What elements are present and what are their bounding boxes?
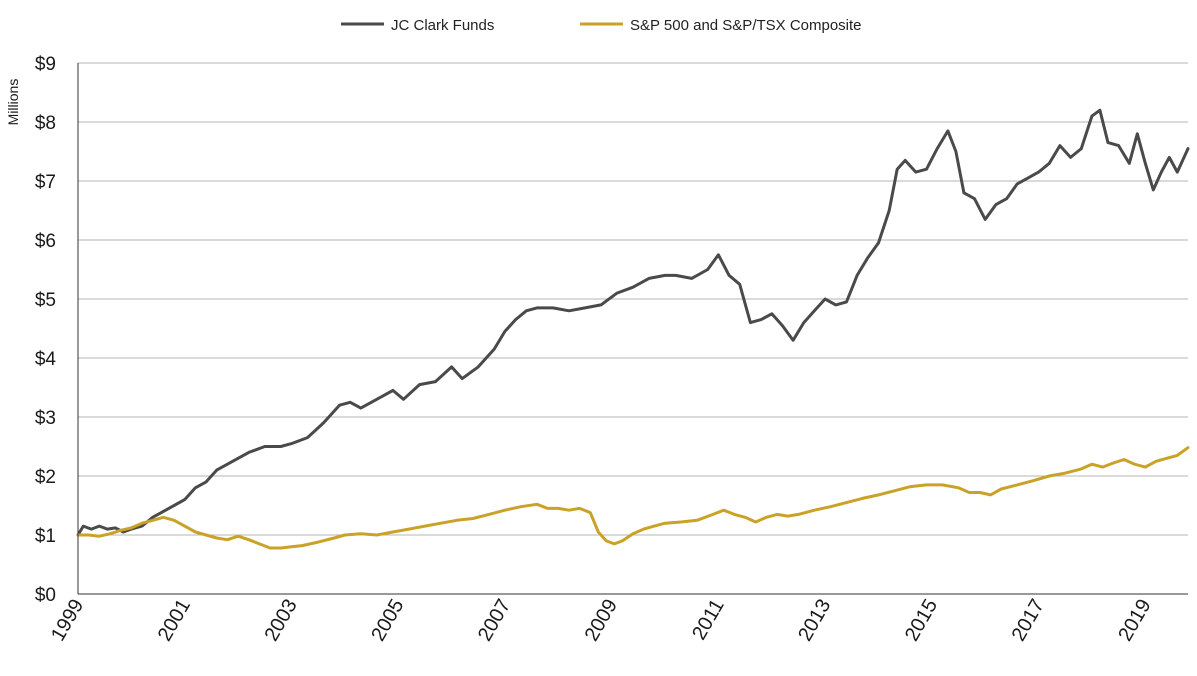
- y-axis-label: Millions: [5, 79, 21, 126]
- y-tick-label: $4: [35, 349, 57, 370]
- series-line-1: [76, 446, 1190, 550]
- x-tick-label: 2005: [367, 596, 408, 646]
- y-axis-ticks: $0 $1 $2 $3 $4 $5 $6 $7 $8 $9: [35, 54, 57, 606]
- axes: [77, 63, 1188, 595]
- y-tick-label: $5: [35, 290, 56, 311]
- y-tick-label: $3: [35, 408, 56, 429]
- y-tick-label: $6: [35, 231, 56, 252]
- series-layer: [76, 108, 1190, 550]
- y-tick-label: $8: [35, 113, 56, 134]
- legend-label-jc-clark-funds: JC Clark Funds: [391, 17, 494, 34]
- x-tick-label: 2011: [688, 596, 729, 644]
- y-tick-label: $9: [35, 54, 56, 75]
- x-tick-label: 2019: [1114, 596, 1155, 646]
- x-tick-label: 2015: [901, 596, 942, 646]
- y-tick-label: $7: [35, 172, 56, 193]
- x-tick-label: 2009: [581, 596, 622, 646]
- y-tick-label: $2: [35, 467, 56, 488]
- y-tick-label: $0: [35, 585, 56, 606]
- y-tick-label: $1: [35, 526, 56, 547]
- x-tick-label: 2017: [1008, 596, 1049, 646]
- x-tick-label: 2007: [474, 596, 515, 646]
- x-tick-label: 2013: [794, 596, 835, 646]
- gridlines: [78, 62, 1188, 536]
- legend: JC Clark Funds S&P 500 and S&P/TSX Compo…: [341, 17, 862, 34]
- x-tick-label: 2001: [154, 596, 195, 646]
- x-axis-ticks: 1999 2001 2003 2005 2007 2009 2011 2013 2015 2017…: [47, 596, 1156, 646]
- series-line-0: [76, 108, 1190, 537]
- legend-label-sp500-tsx: S&P 500 and S&P/TSX Composite: [630, 17, 862, 34]
- x-tick-label: 2003: [260, 596, 301, 646]
